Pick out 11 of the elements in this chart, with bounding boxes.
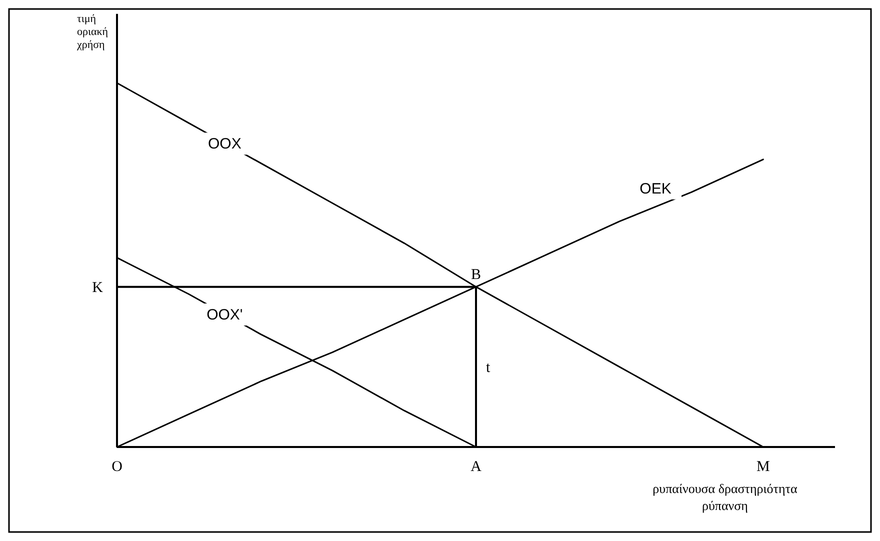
x-tick-label: Μ	[756, 459, 770, 475]
annotation: t	[486, 360, 491, 376]
x-tick-label: Α	[470, 459, 482, 475]
series-label: ΟΟΧ	[208, 136, 242, 153]
x-axis-title: ρυπαίνουσα δραστηριότητα ρύπανση	[652, 481, 798, 513]
annotation: Κ	[92, 280, 104, 296]
annotation: Β	[470, 266, 482, 283]
series-label: ΟΕΚ	[640, 180, 672, 198]
series-label: ΟΟΧ'	[206, 306, 243, 324]
y-axis-title: τιμή οριακή χρήση	[76, 13, 108, 51]
x-tick-label: Ο	[112, 459, 123, 475]
